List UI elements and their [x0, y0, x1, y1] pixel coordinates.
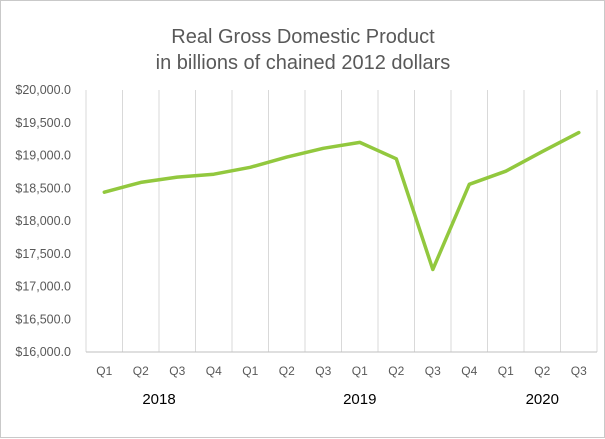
year-labels: 2018 2019 2020: [142, 391, 559, 408]
y-tick-label: $19,000.0: [15, 149, 71, 163]
x-tick-label: Q3: [169, 364, 185, 378]
gridlines: [85, 90, 598, 352]
y-tick-label: $18,500.0: [15, 181, 71, 195]
x-tick-label: Q2: [133, 364, 149, 378]
y-tick-label: $17,500.0: [15, 247, 71, 261]
chart-subtitle: in billions of chained 2012 dollars: [156, 52, 451, 74]
y-tick-label: $17,000.0: [15, 280, 71, 294]
x-tick-label: Q4: [461, 364, 477, 378]
x-tick-label: Q1: [498, 364, 514, 378]
x-tick-label: Q3: [571, 364, 587, 378]
y-tick-label: $18,000.0: [15, 214, 71, 228]
x-tick-label: Q4: [206, 364, 222, 378]
x-tick-label: Q2: [279, 364, 295, 378]
year-label: 2018: [142, 391, 175, 408]
year-label: 2020: [526, 391, 559, 408]
x-tick-label: Q2: [534, 364, 550, 378]
y-tick-label: $19,500.0: [15, 116, 71, 130]
series-layer: [102, 130, 581, 272]
chart-title: Real Gross Domestic Product: [171, 26, 435, 48]
x-tick-label: Q3: [315, 364, 331, 378]
y-tick-label: $16,000.0: [15, 345, 71, 359]
x-tick-label: Q1: [352, 364, 368, 378]
x-tick-label: Q1: [242, 364, 258, 378]
x-tick-label: Q2: [388, 364, 404, 378]
x-tick-label: Q3: [425, 364, 441, 378]
x-axis-tick-labels: Q1 Q2 Q3 Q4 Q1 Q2 Q3 Q1 Q2 Q3 Q4 Q1 Q2 Q3: [96, 364, 587, 378]
y-axis-tick-labels: $16,000.0 $16,500.0 $17,000.0 $17,500.0 $18,…: [15, 83, 71, 359]
y-tick-label: $20,000.0: [15, 83, 71, 97]
year-label: 2019: [343, 391, 376, 408]
x-tick-label: Q1: [96, 364, 112, 378]
y-tick-label: $16,500.0: [15, 312, 71, 326]
series-line: [102, 130, 581, 272]
